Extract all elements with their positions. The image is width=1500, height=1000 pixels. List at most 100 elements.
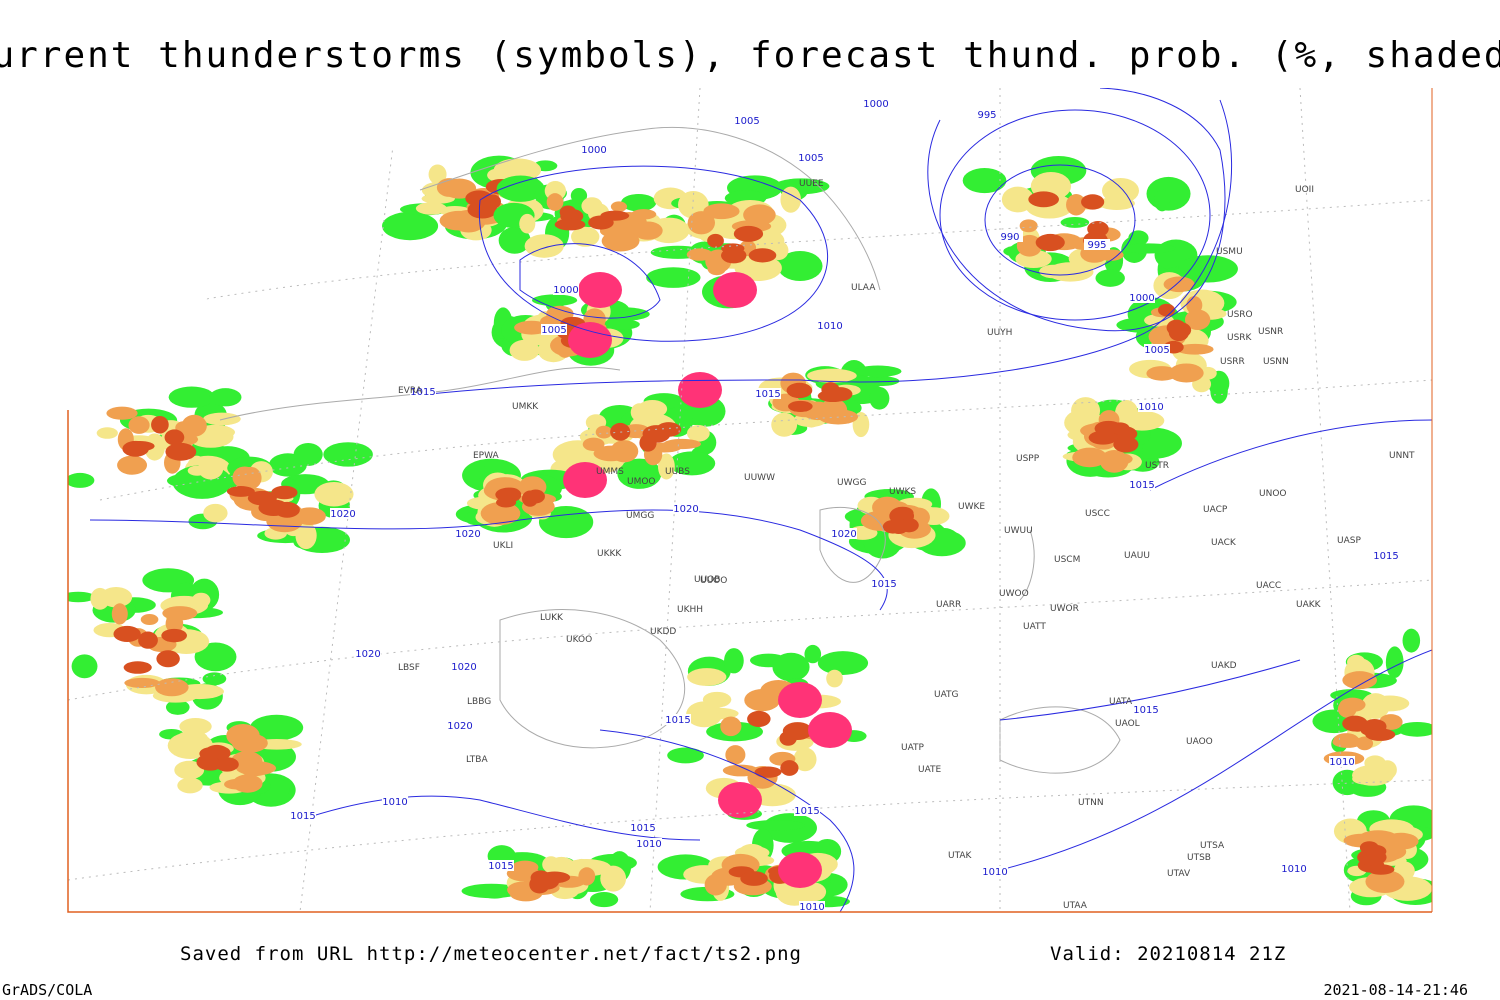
station-label: LBBG	[467, 697, 491, 707]
prob-shade	[106, 406, 138, 420]
credit: GrADS/COLA	[2, 981, 92, 999]
prob-shade	[602, 318, 640, 330]
prob-shade	[274, 501, 300, 518]
prob-shade	[124, 677, 160, 688]
isobar-label-bg	[871, 578, 897, 589]
prob-shade	[686, 701, 723, 728]
station-label: LBSF	[398, 663, 420, 673]
isobar-label-bg	[794, 805, 820, 816]
prob-shade	[439, 210, 479, 231]
prob-shade	[293, 442, 323, 466]
isobar-label: 995	[977, 110, 996, 121]
isobar-label: 1015	[665, 715, 690, 726]
prob-shade	[780, 186, 802, 213]
station-label: UWKE	[958, 502, 985, 512]
isobar-label-bg	[1281, 863, 1307, 874]
prob-shade	[610, 440, 639, 463]
prob-shade	[125, 440, 155, 452]
prob-shade	[721, 243, 745, 254]
prob-shade	[1121, 243, 1176, 254]
prob-shade	[1035, 233, 1065, 252]
isobar-label: 995	[1087, 240, 1106, 251]
isobar-label-bg	[447, 720, 473, 731]
prob-shade	[786, 382, 813, 399]
timestamp: 2021-08-14-21:46	[1324, 981, 1469, 999]
prob-shade	[589, 892, 619, 908]
prob-shade	[899, 518, 919, 533]
isobar-label: 1020	[455, 529, 480, 540]
prob-shade	[817, 651, 869, 675]
station-label: UAKD	[1211, 661, 1237, 671]
isobar-label-bg	[982, 866, 1008, 877]
prob-shade	[637, 399, 668, 418]
isobar-label-bg	[1329, 756, 1355, 767]
isobar-label: 1010	[817, 321, 842, 332]
isobar-label-bg	[863, 98, 889, 109]
isobar-label: 1015	[488, 861, 513, 872]
prob-shade	[144, 433, 166, 461]
station-label: UUOO	[700, 576, 727, 586]
prob-shade	[620, 193, 657, 212]
isobar-label: 1010	[636, 839, 661, 850]
isobar-label: 1000	[863, 99, 888, 110]
prob-shade	[215, 757, 239, 772]
prob-shade	[1385, 646, 1404, 679]
prob-shade	[804, 644, 822, 664]
valid-time: Valid: 20210814 21Z	[1050, 943, 1286, 965]
station-label: UOII	[1295, 185, 1314, 195]
isobar-label: 1015	[794, 806, 819, 817]
prob-shade	[744, 689, 781, 712]
isobar-label: 1020	[447, 721, 472, 732]
prob-shade	[1367, 864, 1395, 875]
station-label: UTAK	[948, 851, 973, 861]
station-label: EVRA	[398, 386, 423, 396]
isobar-label-bg	[630, 822, 656, 833]
station-label: UAUU	[1124, 551, 1150, 561]
prob-shade	[1365, 870, 1405, 893]
station-label: UUYH	[987, 328, 1012, 338]
prob-shade	[213, 746, 231, 760]
prob-shade	[1119, 410, 1165, 431]
isobar-label: 1015	[630, 823, 655, 834]
prob-shade	[777, 250, 823, 281]
prob-shade	[181, 414, 207, 437]
prob-shade	[1169, 363, 1204, 383]
prob-shade	[772, 652, 810, 682]
isobar-label-bg	[330, 508, 356, 519]
prob-shade	[232, 774, 263, 793]
isobar-label-bg	[455, 528, 481, 539]
isobar-label-bg	[673, 503, 699, 514]
station-label: UTSB	[1187, 853, 1211, 863]
isobar-label-bg	[581, 144, 607, 155]
station-label: UTNN	[1078, 798, 1104, 808]
prob-shade	[209, 388, 242, 407]
prob-shade	[1186, 296, 1203, 315]
prob-shade	[140, 613, 159, 626]
prob-shade	[514, 320, 549, 335]
prob-shade	[467, 201, 498, 219]
isobar-label: 1015	[1133, 705, 1158, 716]
isobar-label: 1020	[451, 662, 476, 673]
prob-shade	[633, 221, 663, 240]
prob-shade	[1330, 689, 1373, 702]
prob-shade	[161, 628, 187, 643]
station-label: EPWA	[473, 451, 500, 461]
station-label: UATE	[918, 765, 942, 775]
isobar-label: 1015	[871, 579, 896, 590]
isobar-label-bg	[997, 231, 1023, 242]
prob-shade	[743, 204, 776, 226]
prob-shade	[509, 339, 540, 361]
prob-shade	[524, 234, 564, 258]
isobar-label-bg	[1129, 479, 1155, 490]
isobar-label: 1020	[330, 509, 355, 520]
prob-shade	[226, 723, 260, 748]
prob-shade	[533, 873, 560, 890]
prob-shade	[724, 648, 744, 674]
prob-shade	[428, 164, 447, 185]
prob-shade	[546, 193, 564, 211]
station-label: USCC	[1085, 509, 1110, 519]
prob-shade	[1163, 276, 1195, 293]
prob-shade	[571, 226, 600, 247]
isobar-label: 1005	[1144, 345, 1169, 356]
prob-shade	[1332, 735, 1363, 748]
